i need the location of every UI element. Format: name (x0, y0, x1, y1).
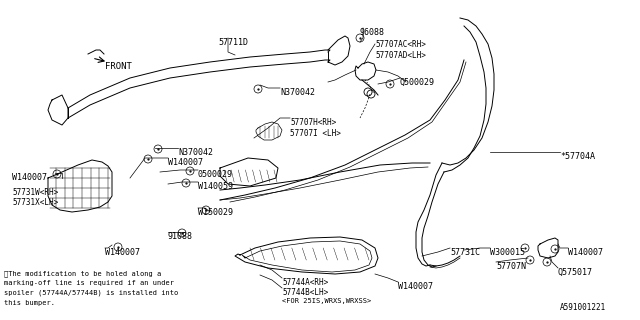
Text: 57711D: 57711D (218, 38, 248, 47)
Text: 57744B<LH>: 57744B<LH> (282, 288, 328, 297)
Text: W300015: W300015 (490, 248, 525, 257)
Text: A591001221: A591001221 (560, 303, 606, 312)
Text: W140007: W140007 (568, 248, 603, 257)
Text: 57707H<RH>: 57707H<RH> (290, 118, 336, 127)
Text: 57731W<RH>: 57731W<RH> (12, 188, 58, 197)
Text: FRONT: FRONT (105, 62, 132, 71)
Text: <FOR 25IS,WRXS,WRXSS>: <FOR 25IS,WRXS,WRXSS> (282, 298, 371, 304)
Text: 57707N: 57707N (496, 262, 526, 271)
Text: W140059: W140059 (198, 182, 233, 191)
Text: 96088: 96088 (360, 28, 385, 37)
Text: ※The modification to be holed along a: ※The modification to be holed along a (4, 270, 161, 276)
Text: 57707I <LH>: 57707I <LH> (290, 129, 341, 138)
Text: 57707AC<RH>: 57707AC<RH> (375, 40, 426, 49)
Text: W140007: W140007 (12, 173, 47, 182)
Text: spoiler (57744A/57744B) is installed into: spoiler (57744A/57744B) is installed int… (4, 290, 179, 297)
Text: W140007: W140007 (168, 158, 203, 167)
Text: W150029: W150029 (198, 208, 233, 217)
Text: marking-off line is required if an under: marking-off line is required if an under (4, 280, 174, 286)
Text: 57731X<LH>: 57731X<LH> (12, 198, 58, 207)
Text: 57707AD<LH>: 57707AD<LH> (375, 51, 426, 60)
Text: *57704A: *57704A (560, 152, 595, 161)
Text: 57731C: 57731C (450, 248, 480, 257)
Text: Q500029: Q500029 (400, 78, 435, 87)
Text: Q575017: Q575017 (558, 268, 593, 277)
Text: this bumper.: this bumper. (4, 300, 55, 306)
Text: 57744A<RH>: 57744A<RH> (282, 278, 328, 287)
Text: N370042: N370042 (280, 88, 315, 97)
Text: 91088: 91088 (168, 232, 193, 241)
Text: 0500029: 0500029 (198, 170, 233, 179)
Text: N370042: N370042 (178, 148, 213, 157)
Text: W140007: W140007 (398, 282, 433, 291)
Text: W140007: W140007 (105, 248, 140, 257)
